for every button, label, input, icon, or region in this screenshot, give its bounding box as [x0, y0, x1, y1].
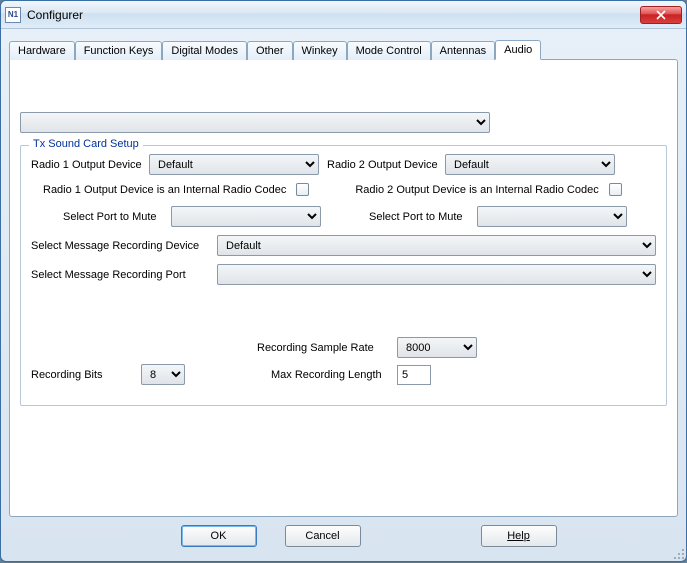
- mute-port1-combo[interactable]: [171, 206, 321, 227]
- tab-function-keys[interactable]: Function Keys: [75, 41, 163, 60]
- max-rec-len-label: Max Recording Length: [271, 369, 397, 381]
- tx-sound-card-group: Tx Sound Card Setup Radio 1 Output Devic…: [20, 145, 667, 406]
- sample-rate-combo[interactable]: 8000: [397, 337, 477, 358]
- spacer: [31, 293, 656, 337]
- configurer-window: N1 Configurer Hardware Function Keys Dig…: [0, 0, 687, 562]
- group-legend: Tx Sound Card Setup: [29, 138, 143, 150]
- msg-rec-port-row: Select Message Recording Port: [31, 264, 656, 285]
- recording-bits-label: Recording Bits: [31, 369, 141, 381]
- msg-rec-port-label: Select Message Recording Port: [31, 269, 217, 281]
- top-combo-row: [20, 112, 667, 133]
- max-rec-len-input[interactable]: [397, 365, 431, 385]
- recording-bits-combo[interactable]: 8: [141, 364, 185, 385]
- codec-checkbox-row: Radio 1 Output Device is an Internal Rad…: [31, 183, 656, 196]
- tab-winkey[interactable]: Winkey: [293, 41, 347, 60]
- sample-rate-row: Recording Sample Rate 8000: [31, 337, 656, 358]
- mute-port2-label: Select Port to Mute: [369, 211, 469, 223]
- radio1-output-combo[interactable]: Default: [149, 154, 319, 175]
- tab-audio[interactable]: Audio: [495, 40, 541, 60]
- tab-hardware[interactable]: Hardware: [9, 41, 75, 60]
- help-button[interactable]: Help: [481, 525, 557, 547]
- client-area: Hardware Function Keys Digital Modes Oth…: [1, 29, 686, 561]
- close-button[interactable]: [640, 6, 682, 24]
- mute-port1-label: Select Port to Mute: [63, 211, 163, 223]
- close-icon: [656, 10, 666, 20]
- radio1-codec-label: Radio 1 Output Device is an Internal Rad…: [43, 184, 286, 196]
- ok-button[interactable]: OK: [181, 525, 257, 547]
- sample-rate-label: Recording Sample Rate: [257, 342, 397, 354]
- resize-grip[interactable]: [671, 546, 685, 560]
- tabstrip: Hardware Function Keys Digital Modes Oth…: [9, 37, 678, 59]
- msg-rec-device-label: Select Message Recording Device: [31, 240, 217, 252]
- resize-grip-icon: [671, 546, 685, 560]
- output-device-row: Radio 1 Output Device Default Radio 2 Ou…: [31, 154, 656, 175]
- app-icon: N1: [5, 7, 21, 23]
- titlebar: N1 Configurer: [1, 1, 686, 29]
- top-profile-combo[interactable]: [20, 112, 490, 133]
- radio1-output-label: Radio 1 Output Device: [31, 159, 149, 171]
- mute-port2-combo[interactable]: [477, 206, 627, 227]
- audio-panel: Tx Sound Card Setup Radio 1 Output Devic…: [9, 59, 678, 517]
- tab-digital-modes[interactable]: Digital Modes: [162, 41, 247, 60]
- radio1-codec-checkbox[interactable]: [296, 183, 309, 196]
- radio2-output-combo[interactable]: Default: [445, 154, 615, 175]
- cancel-button[interactable]: Cancel: [285, 525, 361, 547]
- radio2-output-label: Radio 2 Output Device: [327, 159, 445, 171]
- mute-port-row: Select Port to Mute Select Port to Mute: [31, 206, 656, 227]
- radio2-codec-checkbox[interactable]: [609, 183, 622, 196]
- bits-maxlen-row: Recording Bits 8 Max Recording Length: [31, 364, 656, 385]
- window-title: Configurer: [27, 8, 640, 22]
- radio2-codec-label: Radio 2 Output Device is an Internal Rad…: [355, 184, 598, 196]
- dialog-button-row: OK Cancel Help: [9, 517, 678, 553]
- msg-rec-port-combo[interactable]: [217, 264, 656, 285]
- tab-antennas[interactable]: Antennas: [431, 41, 495, 60]
- msg-rec-device-row: Select Message Recording Device Default: [31, 235, 656, 256]
- tab-other[interactable]: Other: [247, 41, 293, 60]
- msg-rec-device-combo[interactable]: Default: [217, 235, 656, 256]
- tab-mode-control[interactable]: Mode Control: [347, 41, 431, 60]
